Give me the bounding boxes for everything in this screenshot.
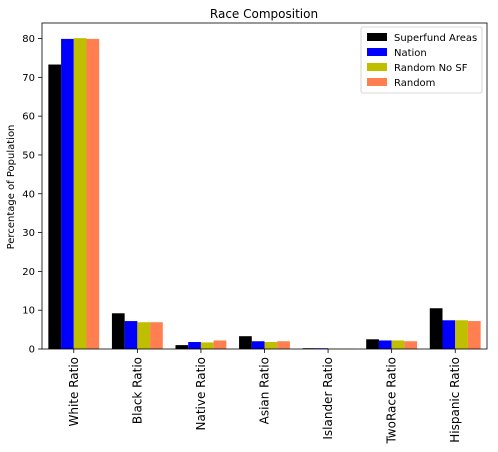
x-tick-label-native-ratio: Native Ratio — [194, 357, 208, 430]
legend-box — [360, 26, 483, 94]
bar-random-no-sf-white-ratio — [73, 38, 87, 350]
y-tick-label: 30 — [22, 228, 35, 239]
y-axis-label: Percentage of Population — [6, 125, 17, 250]
bar-random-hispanic-ratio — [467, 321, 481, 349]
bar-random-native-ratio — [213, 340, 227, 349]
bar-superfund-areas-black-ratio — [111, 313, 125, 349]
bar-nation-asian-ratio — [251, 341, 265, 349]
bar-superfund-areas-white-ratio — [48, 64, 62, 350]
legend-swatch-random — [367, 78, 387, 86]
y-tick-label: 0 — [29, 345, 35, 356]
bar-random-asian-ratio — [277, 341, 290, 349]
x-tick-label-tworace-ratio: TwoRace Ratio — [385, 357, 399, 445]
bar-random-white-ratio — [86, 38, 100, 350]
x-tick-label-black-ratio: Black Ratio — [130, 357, 144, 424]
y-tick-label: 10 — [22, 306, 35, 317]
legend-swatch-superfund-areas — [367, 33, 387, 41]
y-axis: 0 10 20 30 40 50 60 70 80 — [22, 34, 42, 356]
bar-random-no-sf-tworace-ratio — [391, 340, 405, 349]
x-tick-label-hispanic-ratio: Hispanic Ratio — [448, 357, 462, 443]
y-tick-label: 50 — [22, 150, 35, 161]
bar-random-black-ratio — [150, 322, 163, 349]
bar-random-no-sf-native-ratio — [200, 342, 214, 349]
bar-nation-hispanic-ratio — [442, 320, 456, 349]
bar-nation-white-ratio — [61, 38, 74, 350]
legend-label-random: Random — [394, 78, 435, 89]
bar-random-no-sf-hispanic-ratio — [455, 320, 468, 349]
y-tick-label: 80 — [22, 34, 35, 45]
bar-superfund-areas-hispanic-ratio — [429, 308, 443, 349]
bar-superfund-areas-native-ratio — [175, 345, 189, 349]
x-tick-label-asian-ratio: Asian Ratio — [258, 357, 272, 424]
bars-group — [48, 38, 481, 350]
bar-nation-tworace-ratio — [378, 340, 392, 349]
bar-nation-black-ratio — [124, 321, 138, 349]
bar-random-no-sf-asian-ratio — [264, 342, 278, 349]
legend-label-nation: Nation — [394, 48, 427, 59]
plot-frame — [41, 22, 488, 350]
legend-swatch-random-no-sf — [367, 63, 387, 71]
x-tick-label-white-ratio: White Ratio — [67, 357, 81, 427]
bar-superfund-areas-tworace-ratio — [366, 339, 379, 349]
bar-superfund-areas-asian-ratio — [239, 336, 252, 349]
legend: Superfund Areas Nation Random No SF Random — [360, 26, 483, 94]
y-tick-label: 60 — [22, 112, 35, 123]
chart-title: Race Composition — [210, 7, 318, 21]
y-tick-label: 40 — [22, 189, 35, 200]
y-tick-label: 70 — [22, 73, 35, 84]
x-tick-label-islander-ratio: Islander Ratio — [321, 357, 335, 440]
bar-random-no-sf-black-ratio — [137, 322, 151, 349]
legend-label-random-no-sf: Random No SF — [394, 63, 468, 74]
legend-swatch-nation — [367, 48, 387, 56]
legend-label-superfund-areas: Superfund Areas — [394, 33, 477, 44]
x-axis: White Ratio Black Ratio Native Ratio Asian … — [67, 349, 462, 445]
bar-nation-native-ratio — [188, 342, 201, 349]
bar-random-tworace-ratio — [404, 341, 418, 349]
y-tick-label: 20 — [22, 267, 35, 278]
